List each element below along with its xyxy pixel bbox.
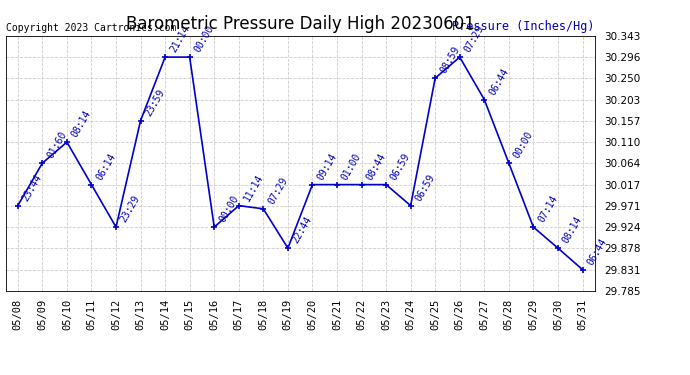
Title: Barometric Pressure Daily High 20230601: Barometric Pressure Daily High 20230601 <box>126 15 475 33</box>
Text: 07:14: 07:14 <box>536 194 560 224</box>
Text: Copyright 2023 Cartronics.com: Copyright 2023 Cartronics.com <box>6 23 176 33</box>
Text: 06:14: 06:14 <box>95 152 117 182</box>
Text: 23:29: 23:29 <box>119 194 142 224</box>
Text: 00:00: 00:00 <box>217 194 240 224</box>
Text: Pressure (Inches/Hg): Pressure (Inches/Hg) <box>452 20 595 33</box>
Text: 07:29: 07:29 <box>266 176 289 206</box>
Text: 23:59: 23:59 <box>144 87 167 118</box>
Text: 23:44: 23:44 <box>21 172 44 203</box>
Text: 01:60: 01:60 <box>45 130 68 160</box>
Text: 06:44: 06:44 <box>487 66 511 97</box>
Text: 06:44: 06:44 <box>585 236 609 267</box>
Text: 07:29: 07:29 <box>462 24 486 54</box>
Text: 09:14: 09:14 <box>315 152 339 182</box>
Text: 01:00: 01:00 <box>339 152 363 182</box>
Text: 08:44: 08:44 <box>364 152 388 182</box>
Text: 22:44: 22:44 <box>290 215 314 245</box>
Text: 08:14: 08:14 <box>70 109 93 140</box>
Text: 08:14: 08:14 <box>561 215 584 245</box>
Text: 21:14: 21:14 <box>168 24 191 54</box>
Text: 06:59: 06:59 <box>389 152 412 182</box>
Text: 00:00: 00:00 <box>511 130 535 160</box>
Text: 06:59: 06:59 <box>413 172 437 203</box>
Text: 11:14: 11:14 <box>241 172 265 203</box>
Text: 08:59: 08:59 <box>438 45 462 75</box>
Text: 00:00: 00:00 <box>193 24 216 54</box>
